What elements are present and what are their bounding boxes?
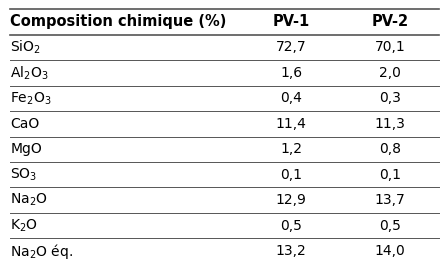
Text: 2,0: 2,0 [379,66,401,80]
Text: Fe$_2$O$_3$: Fe$_2$O$_3$ [10,90,52,107]
Text: 0,5: 0,5 [280,219,302,233]
Text: 72,7: 72,7 [276,41,307,54]
Text: 0,3: 0,3 [379,91,401,105]
Text: SiO$_2$: SiO$_2$ [10,39,41,56]
Text: 0,1: 0,1 [280,168,302,182]
Text: 12,9: 12,9 [276,193,307,207]
Text: 11,3: 11,3 [374,117,405,131]
Text: 11,4: 11,4 [276,117,307,131]
Text: 70,1: 70,1 [375,41,405,54]
Text: MgO: MgO [10,142,42,156]
Text: 0,8: 0,8 [379,142,401,156]
Text: 13,2: 13,2 [276,244,307,258]
Text: 1,2: 1,2 [280,142,302,156]
Text: Composition chimique (%): Composition chimique (%) [10,15,227,29]
Text: 0,5: 0,5 [379,219,401,233]
Text: 0,4: 0,4 [280,91,302,105]
Text: 1,6: 1,6 [280,66,302,80]
Text: Na$_2$O éq.: Na$_2$O éq. [10,242,73,260]
Text: 14,0: 14,0 [375,244,405,258]
Text: Na$_2$O: Na$_2$O [10,192,48,208]
Text: Al$_2$O$_3$: Al$_2$O$_3$ [10,64,49,82]
Text: 0,1: 0,1 [379,168,401,182]
Text: PV-2: PV-2 [371,15,409,29]
Text: SO$_3$: SO$_3$ [10,166,37,183]
Text: PV-1: PV-1 [273,15,310,29]
Text: CaO: CaO [10,117,40,131]
Text: K$_2$O: K$_2$O [10,218,38,234]
Text: 13,7: 13,7 [375,193,405,207]
